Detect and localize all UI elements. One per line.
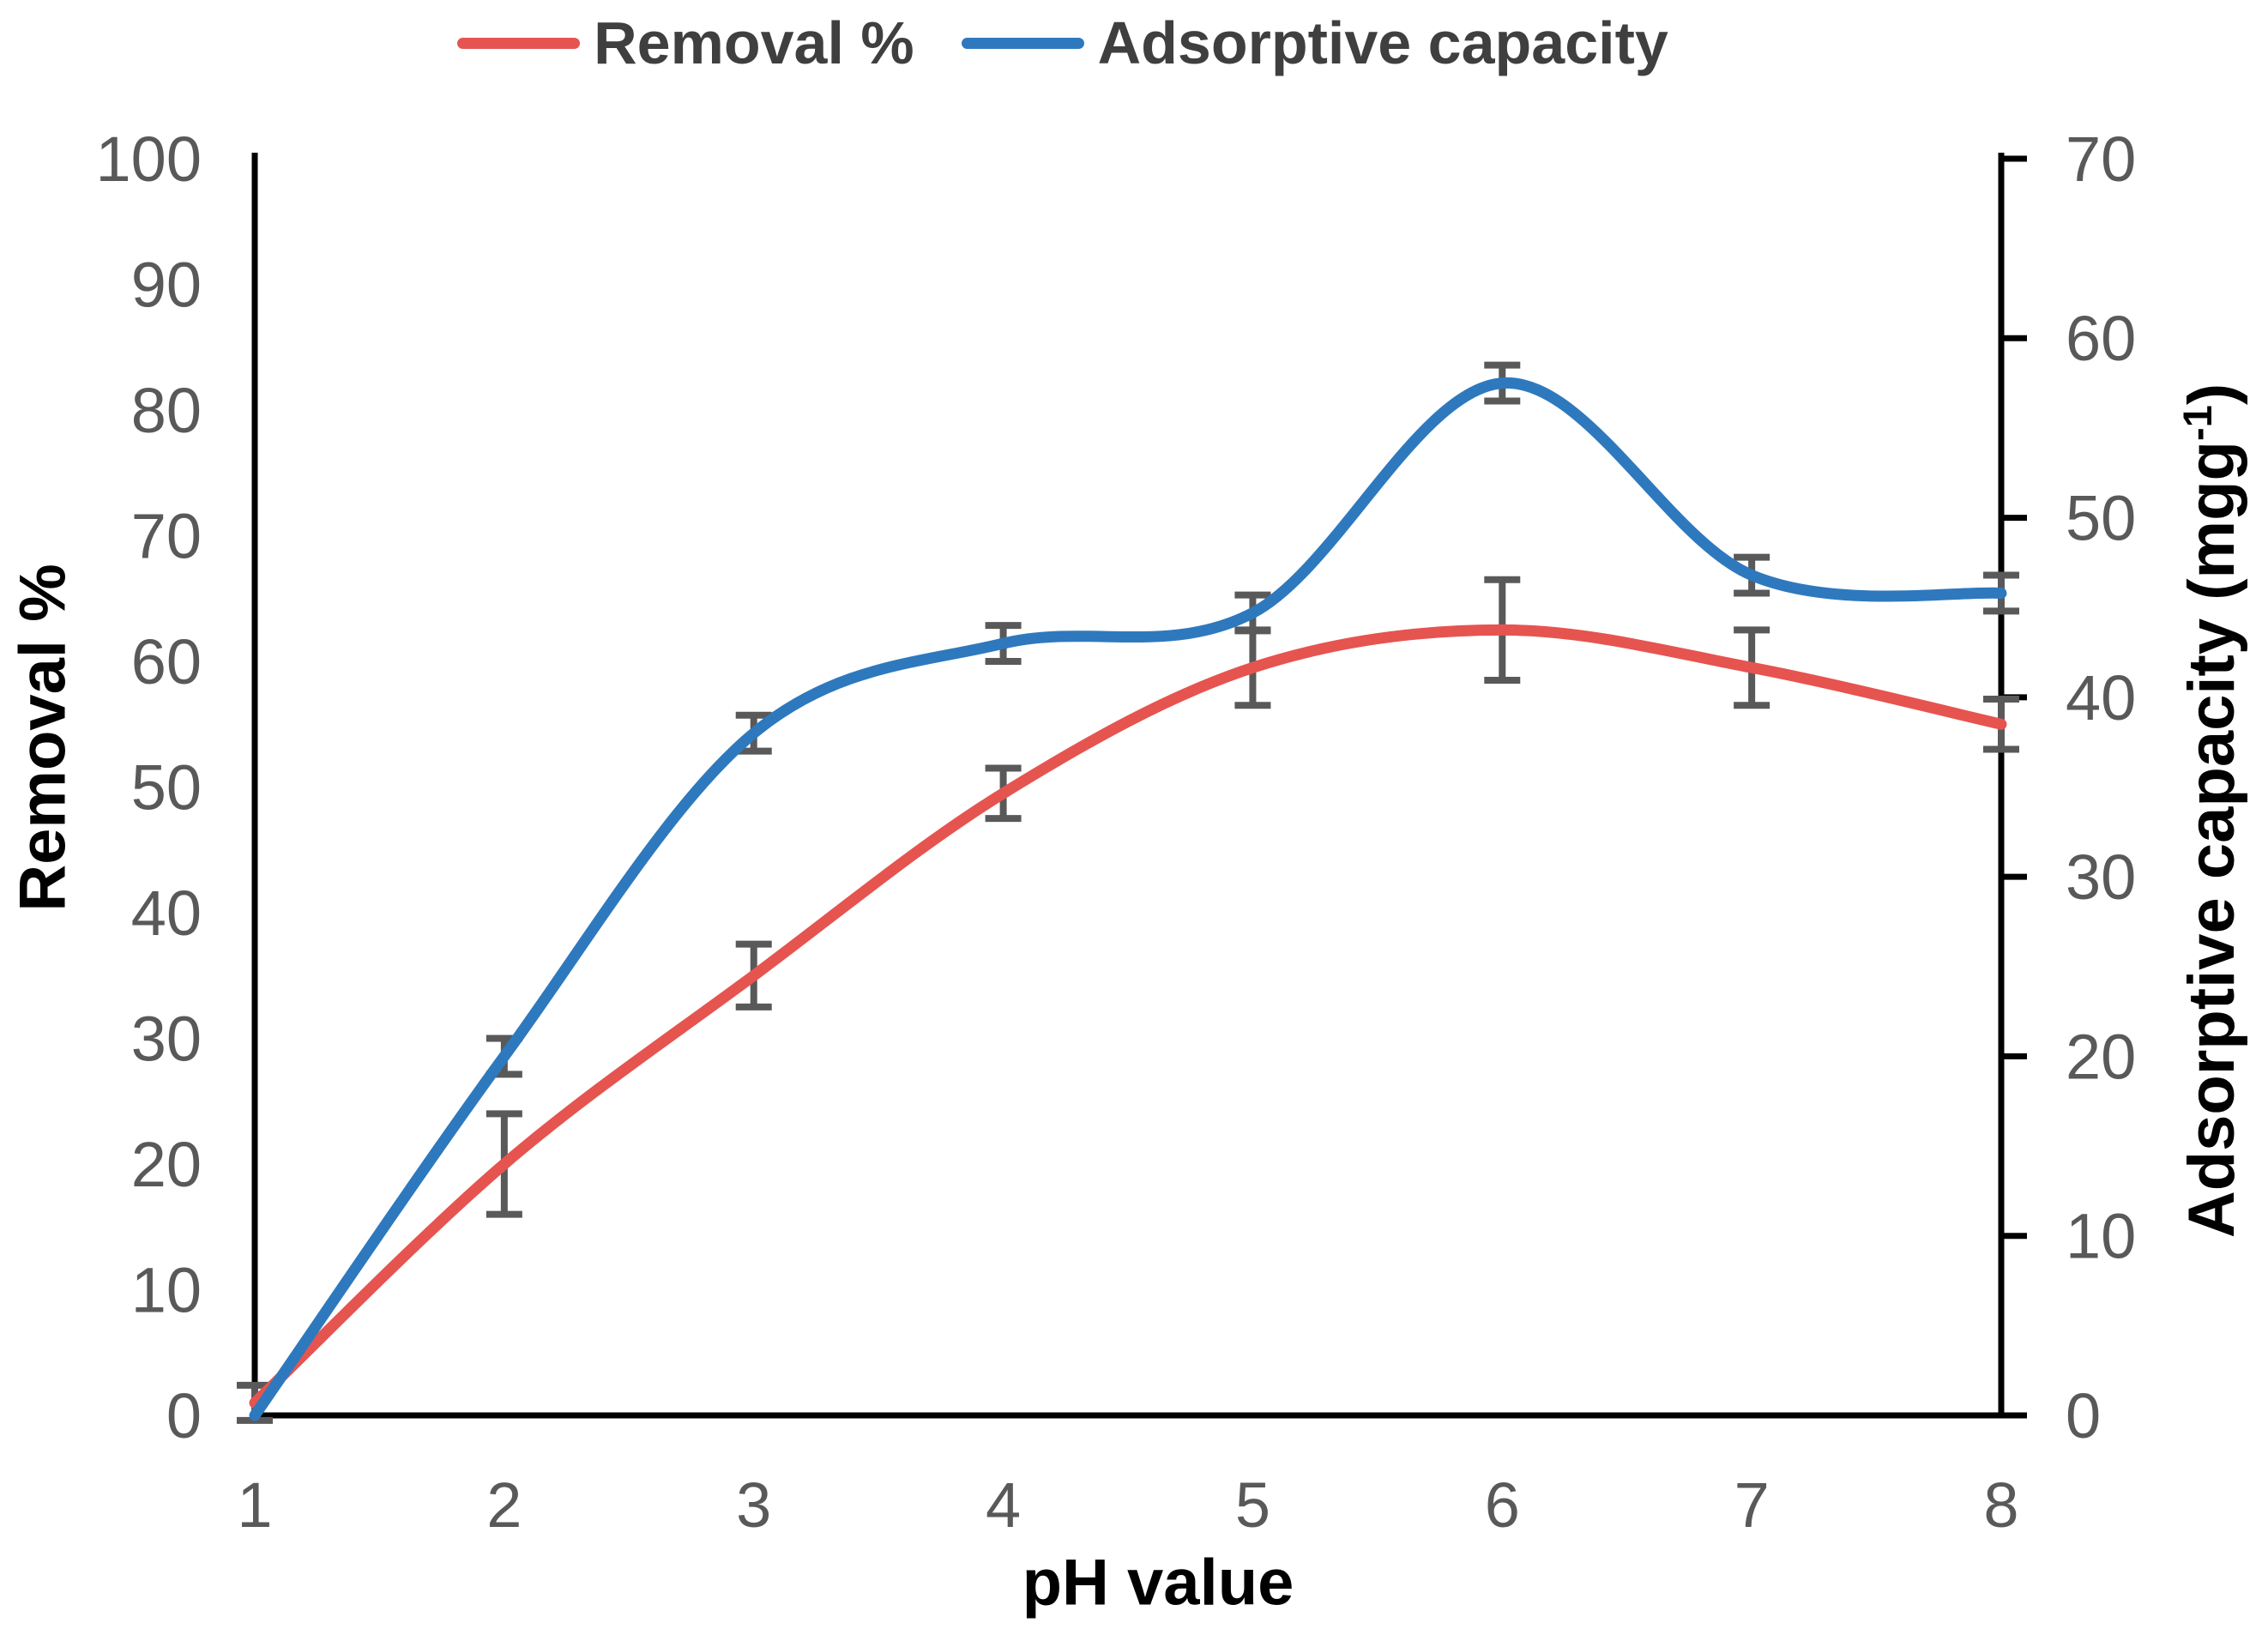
x-axis-tick-label: 4 [986,1469,1021,1541]
removal-curve [249,624,2007,1409]
x-axis-tick-label: 7 [1734,1469,1770,1541]
x-axis-tick-label: 6 [1485,1469,1520,1541]
left-axis-tick-label: 80 [131,375,202,446]
left-axis-tick-label: 90 [131,249,202,320]
right-axis-tick-label: 30 [2066,842,2136,913]
capacity-curve [249,377,2007,1421]
right-axis-tick-label: 60 [2066,303,2136,374]
left-axis-tick-label: 10 [131,1254,202,1325]
left-axis-tick-label: 70 [131,500,202,571]
left-axis-title: Removal % [6,564,80,912]
left-axis-tick-label: 20 [131,1129,202,1200]
right-axis-tick-label: 40 [2066,662,2136,733]
right-axis-tick-label: 0 [2066,1380,2101,1451]
x-axis-tick-label: 5 [1235,1469,1270,1541]
right-axis-tick-label: 50 [2066,482,2136,553]
x-axis-tick-label: 8 [1983,1469,2018,1541]
x-axis-tick-label: 2 [486,1469,522,1541]
left-axis-tick-label: 100 [96,124,202,195]
legend-item-removal: Removal % [457,9,914,77]
x-axis-tick-label: 3 [736,1469,771,1541]
x-axis-tick-label: 1 [237,1469,272,1541]
right-axis-title: Adsorptive capacity (mgg-1) [2174,383,2249,1238]
right-axis-tick-label: 10 [2066,1201,2136,1272]
legend-line-capacity-icon [961,37,1084,49]
left-axis-tick-label: 50 [131,751,202,823]
right-axis-tick-label: 20 [2066,1021,2136,1092]
right-axis-tick-label: 70 [2066,124,2136,195]
left-axis-tick-label: 60 [131,626,202,697]
left-axis-tick-label: 0 [166,1380,202,1451]
right-axis-title-end: ) [2175,383,2249,406]
right-axis-title-main: Adsorptive capacity (mgg [2175,441,2249,1239]
legend-item-capacity: Adsorptive capacity [961,9,1668,77]
legend-line-removal-icon [457,37,581,49]
right-axis-title-sup: -1 [2174,405,2220,442]
left-axis-tick-label: 40 [131,878,202,949]
legend-label-removal: Removal % [594,9,914,76]
legend-label-capacity: Adsorptive capacity [1097,9,1668,76]
legend: Removal % Adsorptive capacity [0,9,2268,77]
left-axis-tick-label: 30 [131,1003,202,1074]
x-axis-title: pH value [1022,1546,1294,1620]
